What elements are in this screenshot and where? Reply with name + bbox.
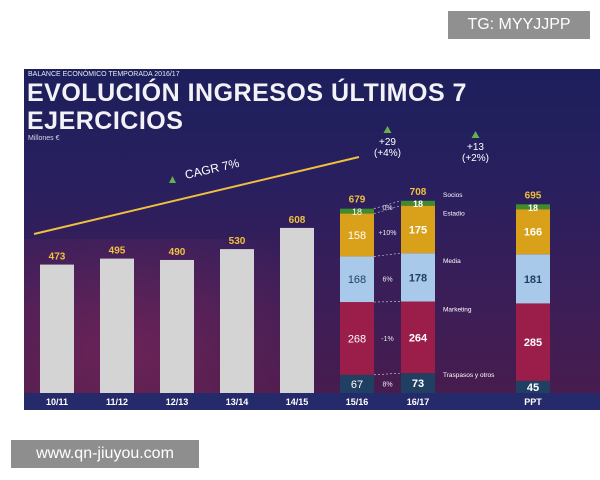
segment-connector [373,301,402,303]
segment-connector [373,205,402,214]
growth-pct-label: +10% [378,230,396,237]
segment-value-label: 175 [409,224,427,236]
component-label: Socios [443,192,463,199]
segment-value-label: 18 [352,207,362,217]
x-axis-strip [24,393,600,410]
bar-value-label: 490 [169,247,186,258]
component-label: Marketing [443,307,472,314]
bar [280,227,314,393]
x-tick-label: 14/15 [286,397,309,407]
segment-value-label: 73 [412,378,424,390]
segment-value-label: 268 [348,333,366,345]
stack-segment [401,253,435,302]
stack-segment [516,303,550,381]
growth-annotation-pct: (+4%) [374,148,401,159]
x-tick-label: 12/13 [166,397,189,407]
growth-annotation-pct: (+2%) [462,153,489,164]
segment-value-label: 18 [528,203,538,213]
stack-segment [340,374,374,393]
segment-value-label: 67 [351,379,363,391]
stack-segment [401,200,435,206]
stack-segment [401,205,435,254]
component-label: Estadio [443,211,465,218]
trend-label: CAGR 7% [184,156,241,182]
bar-value-label: 495 [109,246,126,257]
trend-line [33,156,360,235]
segment-value-label: 168 [348,274,366,286]
bar-value-label: 608 [289,215,306,226]
stack-segment [401,373,435,393]
component-label: Traspasos y otros [443,372,495,379]
segment-value-label: 181 [524,274,542,286]
segment-value-label: 18 [413,199,423,209]
x-tick-label: 11/12 [106,397,128,407]
stack-segment [516,209,550,255]
growth-pct-label: 0% [382,205,392,212]
stack-segment [516,380,550,393]
stack-segment [340,302,374,375]
x-tick-label: 15/16 [346,397,369,407]
bar-value-label: 530 [229,236,246,247]
x-tick-label: 10/11 [46,397,68,407]
segment-value-label: 178 [409,272,427,284]
segment-value-label: 45 [527,382,539,394]
segment-connector [373,252,402,257]
bar [160,259,194,393]
x-tick-label: 13/14 [226,397,249,407]
bar [40,264,74,393]
segment-connector [373,200,402,209]
component-label: Media [443,258,461,265]
stack-segment [340,213,374,257]
segment-value-label: 285 [524,337,542,349]
bar [100,258,134,393]
segment-connector [373,372,402,376]
slide-subtitle: Millones € [28,135,60,142]
watermark-url-badge: www.qn-jiuyou.com [11,440,199,468]
x-tick-label: PPT [524,397,542,407]
stack-segment [516,254,550,304]
x-tick-label: 16/17 [407,397,430,407]
segment-value-label: 158 [348,230,366,242]
stack-segment [340,208,374,214]
growth-pct-label: 6% [382,276,392,283]
trend-up-arrow-icon [169,176,176,183]
watermark-top-badge: TG: MYYJJPP [448,11,590,39]
growth-annotation-value: +29 [379,137,396,148]
stack-segment [340,256,374,303]
segment-value-label: 264 [409,332,428,344]
growth-annotation-value: +13 [467,142,484,153]
bar [220,249,254,393]
growth-pct-label: 8% [382,381,392,388]
slide-title: EVOLUCIÓN INGRESOS ÚLTIMOS 7 EJERCICIOS [27,79,467,135]
growth-up-arrow-icon [383,126,392,133]
segment-value-label: 166 [524,227,542,239]
stack-total-label: 695 [525,190,542,201]
bar-value-label: 473 [49,252,66,263]
stack-total-label: 679 [349,195,366,206]
growth-pct-label: -1% [381,336,393,343]
stack-total-label: 708 [410,187,427,198]
stack-segment [516,204,550,210]
slide-kicker: BALANCE ECONÓMICO TEMPORADA 2016/17 [28,71,180,78]
growth-up-arrow-icon [471,131,480,138]
stack-segment [401,301,435,374]
